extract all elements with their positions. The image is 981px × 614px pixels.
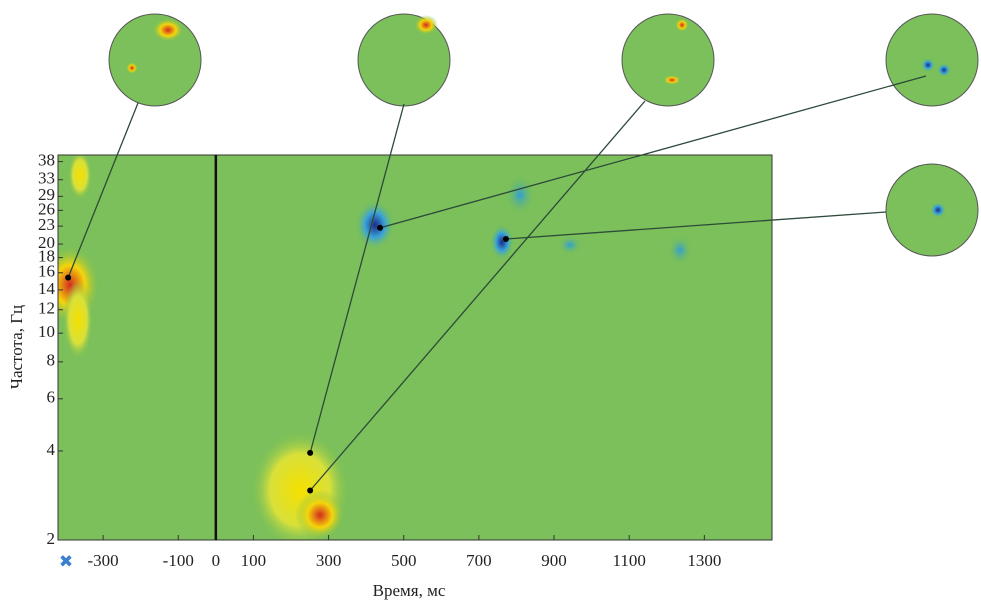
blob (663, 75, 681, 85)
x-tick-label: 1100 (613, 551, 646, 570)
blob (126, 62, 138, 74)
cross-icon: ✖ (59, 552, 73, 571)
blob (152, 18, 184, 42)
y-tick-label: 6 (47, 388, 56, 407)
y-tick-label: 4 (47, 440, 56, 459)
x-tick-label: 700 (466, 551, 492, 570)
blob (668, 235, 692, 265)
x-tick-label: 0 (212, 551, 221, 570)
point (307, 450, 313, 456)
blob (414, 15, 438, 35)
y-tick-label: 10 (38, 322, 55, 341)
blob (505, 175, 535, 215)
y-tick-label: 14 (38, 279, 56, 298)
blob (930, 202, 946, 218)
blob (68, 150, 92, 200)
x-tick-label: 1300 (687, 551, 721, 570)
x-tick-label: 900 (541, 551, 567, 570)
point (307, 487, 313, 493)
blob (921, 58, 935, 72)
x-tick-label: 300 (316, 551, 342, 570)
y-tick-label: 12 (38, 299, 55, 318)
blob (295, 490, 345, 540)
y-tick-label: 8 (47, 351, 56, 370)
blob (937, 63, 951, 77)
y-tick-label: 2 (47, 529, 56, 548)
heatmap-background (58, 155, 772, 540)
point (65, 275, 71, 281)
x-tick-label: 100 (241, 551, 267, 570)
x-axis-label: Время, мс (373, 581, 446, 600)
blob (675, 18, 689, 32)
blob (63, 280, 93, 360)
x-tick-label: 500 (391, 551, 417, 570)
topomap (622, 14, 714, 106)
x-tick-label: -300 (88, 551, 119, 570)
blob (558, 235, 582, 255)
blob (490, 224, 514, 260)
heatmap (40, 150, 772, 550)
point (377, 225, 383, 231)
x-tick-label: -100 (163, 551, 194, 570)
y-axis-label: Частота, Гц (7, 305, 26, 389)
figure: Время, мс Частота, Гц ✖ -300 -100 0 100 300 5… (0, 0, 981, 609)
y-tick-label: 38 (38, 150, 55, 169)
y-tick-label: 33 (38, 169, 55, 188)
y-tick-label: 29 (38, 185, 55, 204)
point (503, 236, 509, 242)
y-tick-label: 20 (38, 233, 55, 252)
